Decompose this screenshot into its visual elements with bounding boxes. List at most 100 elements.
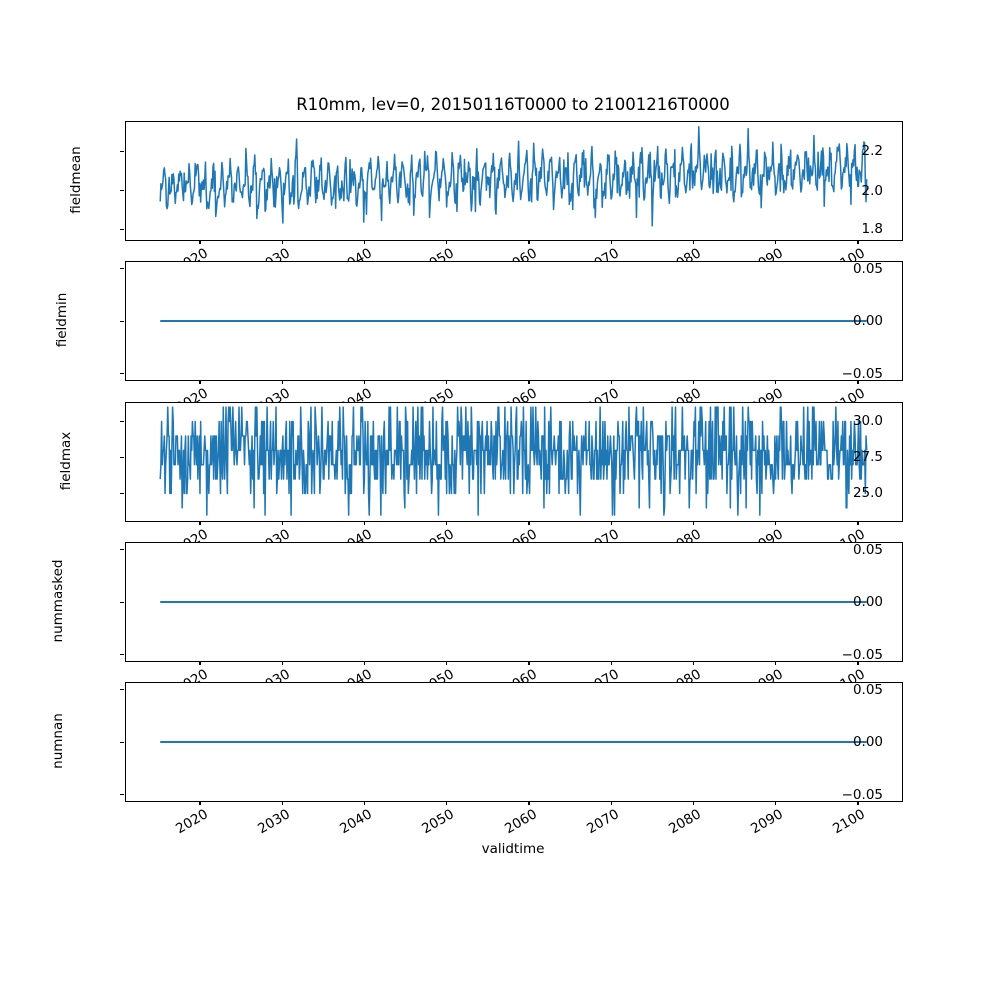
y-tick-mark (120, 320, 124, 322)
x-tick-label: 2050 (419, 666, 458, 683)
x-tick-label: 2090 (748, 806, 787, 838)
x-tick-mark (281, 240, 284, 244)
x-tick-mark (692, 521, 695, 525)
x-tick-mark (199, 801, 201, 805)
y-axis-label-fieldmax: fieldmax (58, 431, 74, 491)
x-tick-mark (446, 661, 448, 665)
y-tick-label: 0.00 (852, 594, 883, 611)
x-tick-strip: 2020 2030 2040 2050 2060 2070 2080 2090 2100 (0, 521, 1000, 543)
y-tick-label: 0.05 (852, 681, 883, 698)
y-tick-mark (120, 741, 124, 743)
x-tick-mark (610, 801, 612, 805)
y-tick-label: 0.00 (852, 313, 883, 330)
x-tick-mark (610, 661, 612, 665)
x-tick-label: 2080 (666, 245, 704, 262)
x-tick-label: 2060 (501, 385, 540, 402)
y-tick-label: −0.05 (841, 365, 883, 382)
x-tick-label: 2090 (748, 526, 787, 543)
y-tick-mark (120, 654, 124, 656)
subplot-fieldmean (125, 121, 903, 241)
x-tick-label: 2050 (419, 385, 458, 402)
x-tick-mark (363, 240, 366, 244)
x-tick-mark (446, 801, 448, 805)
series-plot-fieldmax (159, 406, 868, 516)
y-tick-mark (120, 456, 124, 458)
y-axis-label-numnan: numnan (50, 713, 66, 769)
x-tick-label: 2070 (583, 245, 622, 262)
x-tick-label: 2090 (748, 245, 787, 262)
x-tick-mark (528, 240, 530, 244)
x-tick-label: 2040 (337, 806, 375, 838)
subplot-numnan (125, 682, 903, 802)
x-tick-mark (528, 380, 530, 384)
x-tick-mark (281, 521, 284, 525)
y-tick-mark (120, 549, 124, 551)
x-tick-label: 2050 (419, 245, 458, 262)
y-tick-label: −0.05 (841, 786, 883, 803)
y-tick-mark (120, 794, 124, 796)
x-tick-mark (446, 521, 448, 525)
y-tick-label: 27.5 (852, 449, 883, 466)
x-tick-label: 2080 (666, 666, 704, 683)
y-tick-label: −0.05 (841, 646, 883, 663)
subplot-fieldmax (125, 402, 903, 522)
x-tick-label: 2040 (337, 385, 375, 402)
x-tick-mark (692, 380, 695, 384)
y-tick-mark (120, 492, 124, 494)
x-tick-label: 2020 (172, 526, 211, 543)
x-tick-strip: 2020 2030 2040 2050 2060 2070 2080 2090 2100 (0, 240, 1000, 262)
x-tick-label: 2040 (337, 666, 375, 683)
x-tick-label: 2080 (666, 806, 704, 838)
x-tick-label: 2080 (666, 526, 704, 543)
x-tick-mark (363, 380, 366, 384)
y-tick-label: 1.8 (861, 221, 883, 238)
y-tick-label: 2.0 (861, 182, 883, 199)
y-tick-mark (120, 228, 124, 231)
series-line-fieldmax (159, 406, 868, 516)
x-tick-mark (775, 521, 777, 525)
series-plot-numnan (160, 741, 867, 743)
x-tick-label: 2070 (583, 806, 622, 838)
series-plot-fieldmin (160, 320, 867, 322)
x-tick-label: 2070 (583, 385, 622, 402)
y-tick-mark (120, 373, 124, 375)
x-tick-label: 2070 (583, 666, 622, 683)
x-axis-bottom: 2020 2030 2040 2050 2060 2070 2080 2090 2100 (0, 801, 1000, 841)
x-tick-mark (857, 801, 859, 805)
y-tick-label: 0.05 (852, 541, 883, 558)
subplot-nummasked (125, 542, 903, 662)
y-tick-mark (120, 190, 124, 192)
x-tick-label: 2030 (254, 666, 293, 683)
x-tick-mark (528, 661, 530, 665)
y-tick-label: 2.2 (861, 143, 883, 160)
x-tick-mark (528, 801, 530, 805)
x-tick-mark (857, 661, 859, 665)
x-tick-mark (610, 521, 612, 525)
x-tick-label: 2020 (172, 385, 211, 402)
x-tick-label: 2030 (254, 245, 293, 262)
x-tick-mark (363, 661, 366, 665)
x-tick-strip: 2020 2030 2040 2050 2060 2070 2080 2090 2100 (0, 380, 1000, 402)
x-tick-mark (775, 240, 777, 244)
figure-title: R10mm, lev=0, 20150116T0000 to 21001216T… (296, 95, 730, 114)
y-tick-mark (120, 150, 124, 153)
x-tick-label: 2090 (748, 385, 787, 402)
x-tick-label: 2040 (337, 245, 375, 262)
x-tick-mark (775, 801, 777, 805)
x-tick-mark (281, 801, 284, 805)
x-tick-mark (199, 240, 201, 244)
x-tick-mark (199, 661, 201, 665)
y-tick-mark (120, 420, 124, 422)
x-tick-label: 2100 (830, 385, 869, 402)
x-tick-mark (199, 521, 201, 525)
x-tick-mark (610, 380, 612, 384)
x-tick-label: 2030 (254, 385, 293, 402)
x-tick-label: 2060 (501, 526, 540, 543)
x-tick-strip: 2020 2030 2040 2050 2060 2070 2080 2090 2100 (0, 661, 1000, 683)
x-tick-mark (281, 380, 284, 384)
x-axis-title: validtime (481, 841, 545, 857)
x-tick-label: 2070 (583, 526, 622, 543)
x-tick-mark (857, 380, 859, 384)
x-tick-label: 2020 (172, 245, 211, 262)
x-tick-label: 2100 (830, 806, 869, 838)
